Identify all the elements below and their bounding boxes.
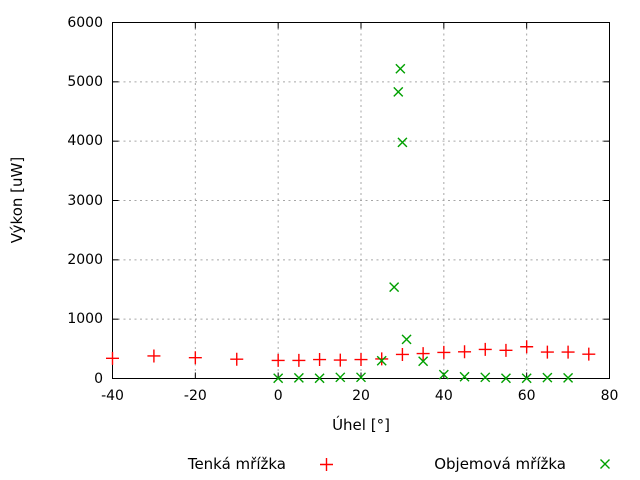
data-point-cross	[480, 372, 491, 383]
data-point-plus	[540, 345, 554, 359]
data-point-cross	[418, 356, 429, 367]
legend-label-volume-grating: Objemová mřížka	[434, 455, 566, 473]
data-point-cross	[563, 372, 574, 383]
data-point-cross	[459, 371, 470, 382]
data-point-cross	[542, 372, 553, 383]
data-point-cross	[393, 86, 404, 97]
data-point-plus	[313, 353, 327, 367]
y-tick-label: 2000	[67, 251, 103, 268]
data-point-plus	[354, 353, 368, 367]
data-point-cross	[401, 334, 412, 345]
x-tick-label: -20	[183, 388, 207, 404]
x-tick-label: 0	[273, 388, 283, 404]
data-point-plus	[106, 351, 119, 365]
data-point-plus	[458, 345, 472, 359]
x-tick-label: 40	[434, 388, 453, 404]
data-point-cross	[273, 373, 284, 384]
y-tick-label: 5000	[67, 73, 103, 90]
data-point-cross	[335, 372, 346, 383]
data-point-cross	[314, 373, 325, 384]
data-point-plus	[147, 349, 161, 363]
legend-marker-plus-icon	[320, 458, 333, 471]
x-axis-title: Úhel [°]	[332, 416, 390, 434]
data-point-plus	[375, 352, 389, 366]
x-tick-label: 20	[352, 388, 370, 404]
data-point-cross	[397, 137, 408, 148]
data-point-cross	[293, 372, 304, 383]
data-point-plus	[271, 353, 285, 367]
data-point-plus	[437, 345, 451, 359]
data-point-plus	[230, 352, 244, 366]
data-point-cross	[395, 63, 406, 74]
y-tick-label: 0	[94, 370, 103, 387]
data-point-plus	[395, 347, 409, 361]
data-point-cross	[376, 355, 387, 366]
y-tick-label: 1000	[67, 311, 103, 328]
data-point-plus	[499, 343, 513, 357]
data-point-plus	[188, 351, 202, 365]
data-point-plus	[333, 353, 347, 367]
data-point-cross	[500, 373, 511, 384]
data-point-cross	[438, 369, 449, 380]
y-tick-label: 4000	[67, 133, 103, 150]
data-point-plus	[416, 347, 430, 361]
data-point-plus	[520, 340, 534, 354]
data-point-cross	[356, 372, 366, 383]
data-point-cross	[521, 373, 532, 384]
data-point-plus	[478, 342, 492, 356]
legend-label-thin-grating: Tenká mřížka	[187, 455, 286, 473]
y-tick-label: 3000	[67, 192, 103, 209]
data-point-plus	[582, 347, 596, 361]
x-tick-label: -40	[101, 388, 124, 404]
y-tick-label: 6000	[67, 14, 103, 31]
data-point-cross	[389, 282, 400, 293]
legend-marker-cross-icon	[600, 459, 610, 469]
data-point-plus	[292, 353, 306, 367]
x-tick-label: 60	[517, 388, 536, 404]
x-tick-label: 80	[600, 388, 619, 404]
data-point-plus	[561, 345, 575, 359]
